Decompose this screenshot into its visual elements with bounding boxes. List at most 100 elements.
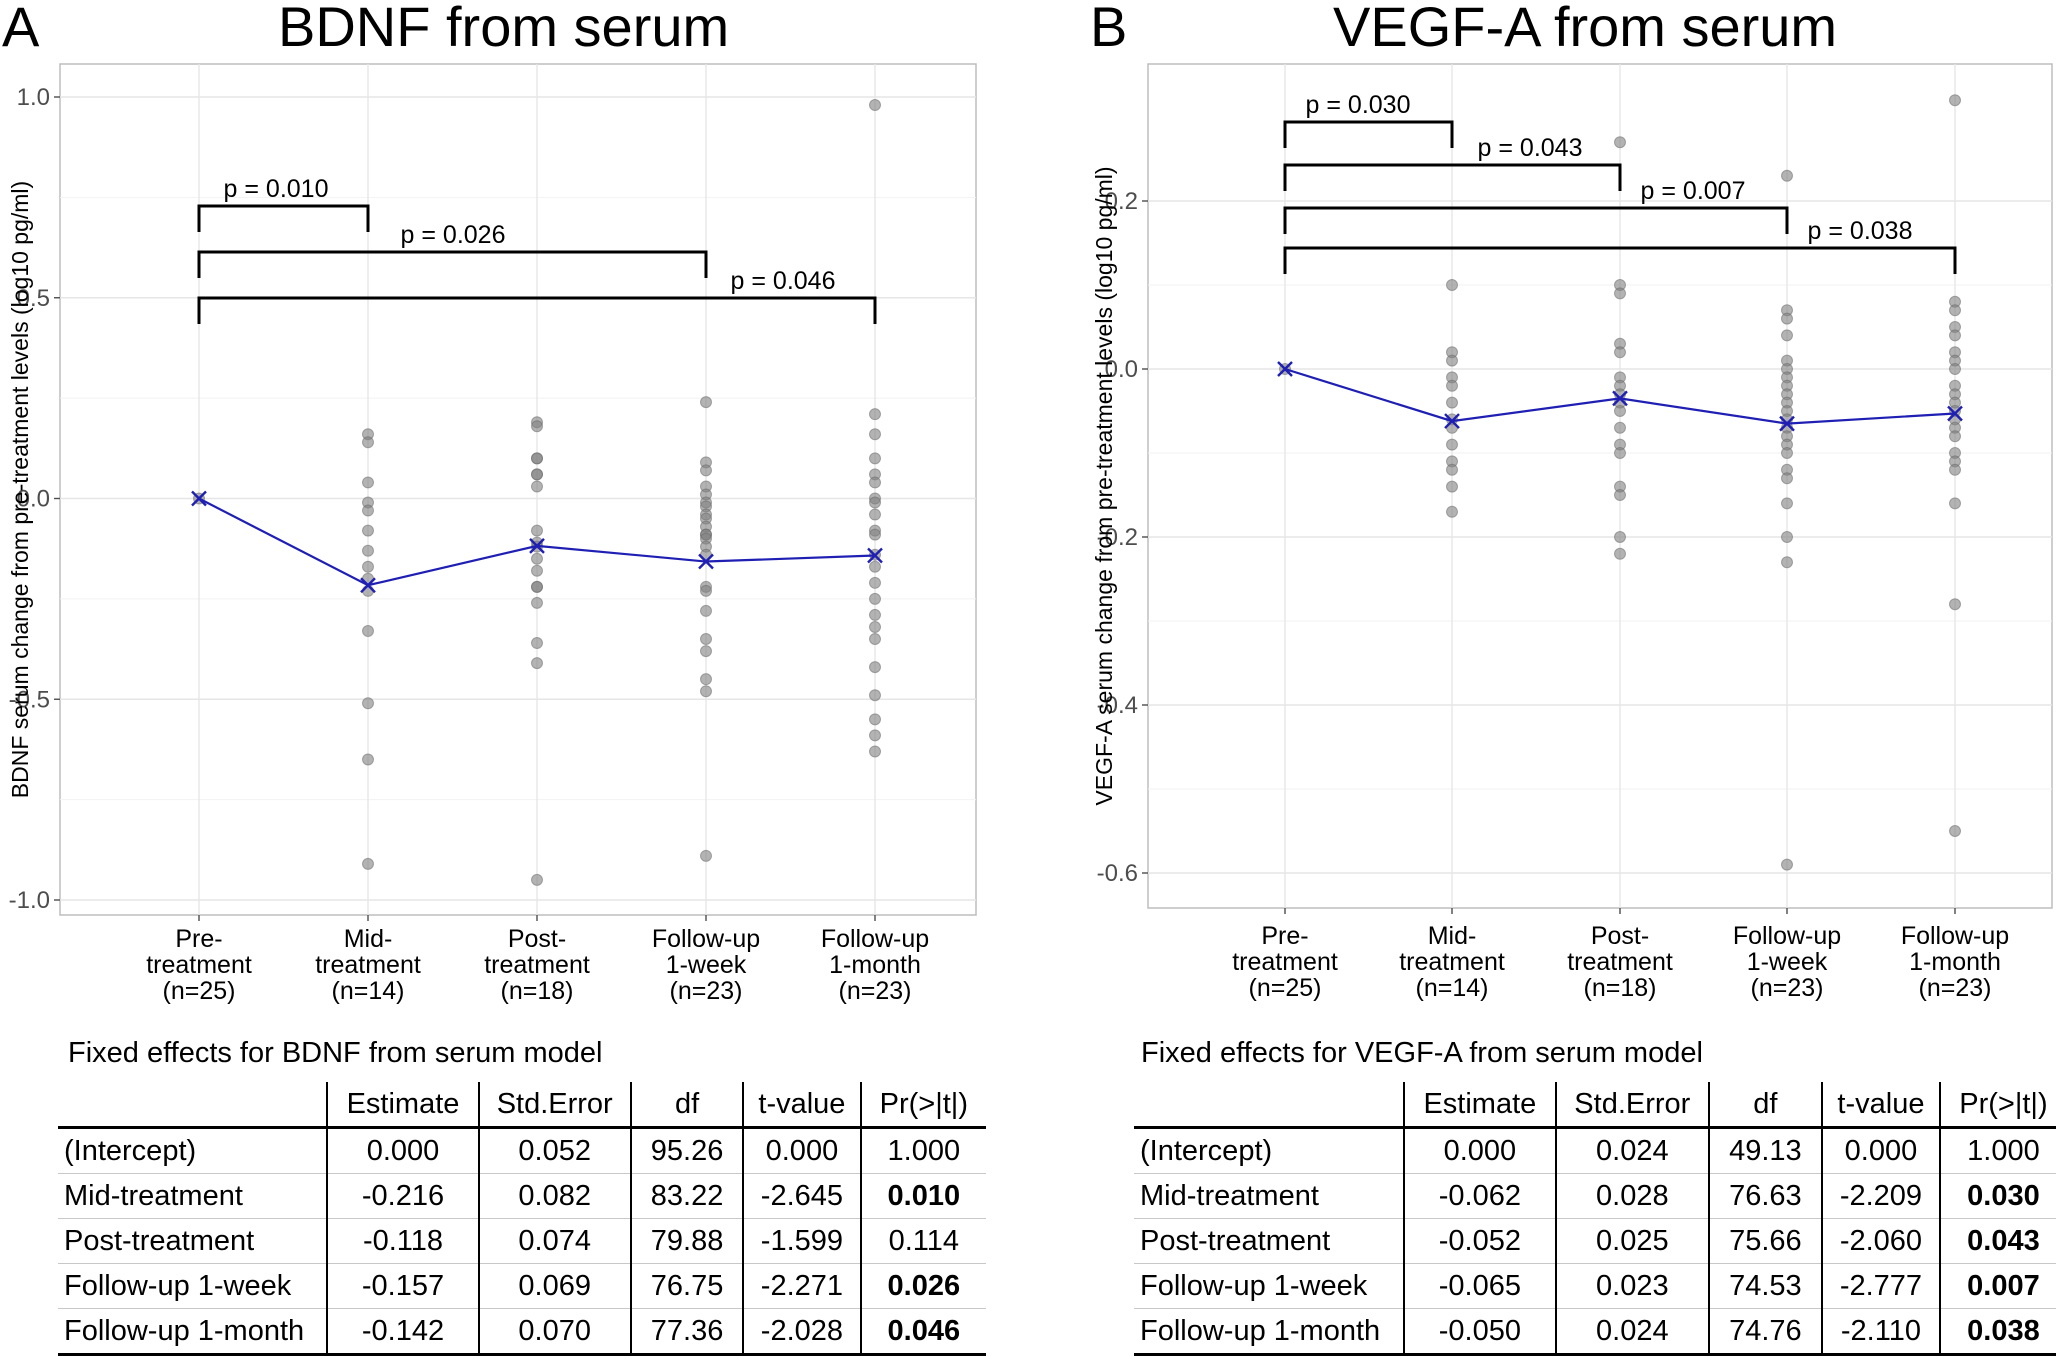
data-point	[700, 685, 712, 698]
category-label: treatment	[1567, 948, 1673, 976]
mean-marker	[191, 490, 207, 507]
category-label: (n=23)	[1919, 974, 1992, 1002]
table-cell: 79.88	[630, 1218, 745, 1264]
table-cell: 49.13	[1708, 1127, 1823, 1174]
panel-a: A BDNF from serum 1.0 0.5 0.0 -0.5 -1.0 Pre-t…	[2, 0, 986, 1356]
column-header: df	[630, 1082, 745, 1129]
data-point	[869, 713, 881, 726]
table-cell: -2.028	[743, 1308, 862, 1356]
mean-marker	[698, 553, 714, 570]
column-header: Estimate	[327, 1082, 480, 1129]
category-label: (n=18)	[1584, 974, 1657, 1002]
column-header: t-value	[1821, 1082, 1941, 1129]
row-label: Follow-up 1-week	[1134, 1263, 1405, 1309]
data-point	[869, 633, 881, 646]
column-header: Std.Error	[1555, 1082, 1710, 1129]
data-point	[531, 452, 543, 465]
category-label: (n=14)	[1416, 974, 1489, 1002]
mean-marker	[529, 538, 545, 554]
category-label: 1-month	[1909, 948, 2001, 976]
data-point	[700, 464, 712, 477]
table-cell: 0.026	[860, 1263, 986, 1309]
row-label: Post-treatment	[58, 1218, 329, 1264]
data-point	[869, 476, 881, 489]
significance-bracket	[197, 204, 370, 232]
y-tick-label: 0.5	[17, 285, 50, 312]
p-value-label: p = 0.007	[1641, 177, 1746, 205]
data-point	[1949, 430, 1961, 443]
table-cell: -0.062	[1403, 1173, 1557, 1219]
mean-marker	[867, 547, 883, 564]
table-cell: 0.030	[1939, 1173, 2056, 1219]
data-point	[531, 468, 543, 481]
panel-b: B VEGF-A from serum 0.2 0.0 -0.2 -0.4 -0.6 Pr…	[1028, 0, 2056, 1356]
category-label: (n=23)	[670, 977, 743, 1005]
data-point	[869, 408, 881, 421]
table-cell: -2.110	[1821, 1308, 1941, 1356]
data-point	[531, 420, 543, 433]
data-point	[1781, 329, 1793, 342]
data-point	[362, 753, 374, 766]
data-point	[531, 596, 543, 609]
chart-title: VEGF-A from serum	[1333, 0, 1838, 58]
row-label: Follow-up 1-week	[58, 1263, 329, 1309]
category-label: Follow-up	[1901, 922, 2009, 950]
data-point	[869, 452, 881, 465]
data-point	[1781, 531, 1793, 543]
data-point	[869, 508, 881, 521]
table-cell: -0.052	[1403, 1218, 1557, 1264]
y-tick-label: 0.0	[17, 486, 50, 513]
data-point	[1614, 136, 1626, 149]
mean-marker	[1947, 405, 1963, 422]
chart-title: BDNF from serum	[278, 0, 730, 58]
row-label: Mid-treatment	[1134, 1173, 1405, 1219]
table-cell: 0.000	[327, 1127, 480, 1174]
column-header: Pr(>|t|)	[860, 1082, 986, 1129]
mean-marker	[1444, 413, 1460, 429]
column-header	[1134, 1082, 1405, 1129]
row-label: Follow-up 1-month	[1134, 1308, 1405, 1356]
table-cell: -0.118	[327, 1218, 480, 1264]
table-cell: 0.010	[860, 1173, 986, 1219]
data-point	[869, 620, 881, 633]
table-row: Follow-up 1-week -0.157 0.069 76.75 -2.271 0.…	[58, 1263, 986, 1309]
table-cell: 0.025	[1555, 1218, 1710, 1264]
table-cell: 1.000	[860, 1127, 986, 1174]
table-cell: 0.000	[1821, 1127, 1941, 1174]
table-row: Follow-up 1-month -0.050 0.024 74.76 -2.110 0…	[1134, 1308, 2056, 1356]
column-header: Pr(>|t|)	[1939, 1082, 2056, 1129]
data-point	[700, 584, 712, 597]
table-cell: -0.050	[1403, 1308, 1557, 1356]
y-tick-label: -0.6	[1097, 860, 1138, 887]
category-label: (n=14)	[332, 977, 405, 1005]
significance-bracket	[1283, 246, 1957, 274]
data-point	[531, 564, 543, 577]
data-point	[1446, 379, 1458, 392]
data-point	[869, 729, 881, 742]
data-point	[362, 560, 374, 573]
table-cell: 0.023	[1555, 1263, 1710, 1309]
table-cell: -2.777	[1821, 1263, 1941, 1309]
p-value-label: p = 0.010	[224, 175, 329, 203]
table-cell: 74.76	[1708, 1308, 1823, 1356]
panel-label: A	[2, 0, 40, 58]
category-label: treatment	[1232, 948, 1338, 976]
category-label: treatment	[484, 951, 590, 979]
data-point	[700, 604, 712, 617]
mean-marker	[360, 577, 376, 594]
table-row: Follow-up 1-week -0.065 0.023 74.53 -2.777 0.…	[1134, 1263, 2056, 1309]
y-tick-label: -0.2	[1097, 524, 1138, 551]
table-cell: 0.046	[860, 1308, 986, 1356]
category-label: 1-month	[829, 951, 921, 979]
row-label: Mid-treatment	[58, 1173, 329, 1219]
data-point	[1446, 354, 1458, 367]
data-point	[1949, 497, 1961, 510]
category-label: (n=25)	[1249, 974, 1322, 1002]
significance-bracket	[1283, 206, 1789, 234]
table-cell: 0.024	[1555, 1127, 1710, 1174]
table-cell: -2.271	[743, 1263, 862, 1309]
data-point	[362, 857, 374, 870]
data-point	[362, 476, 374, 489]
category-label: treatment	[315, 951, 421, 979]
table-row: Post-treatment -0.118 0.074 79.88 -1.599 0.11…	[58, 1218, 986, 1264]
